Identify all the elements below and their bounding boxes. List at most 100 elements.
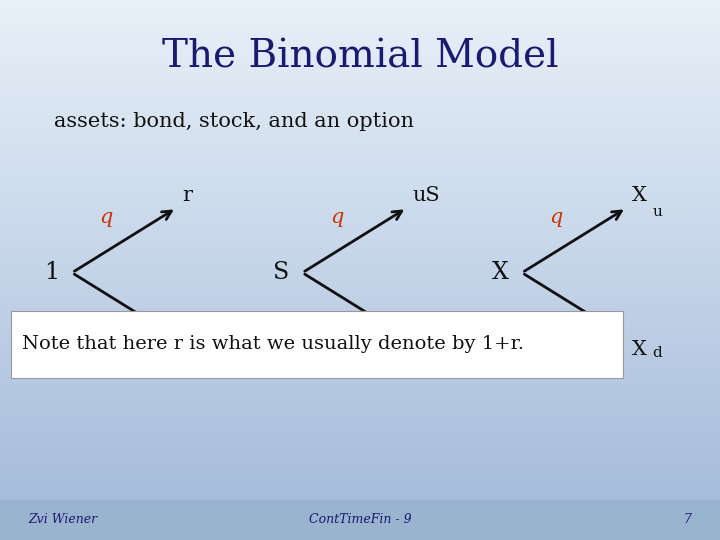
Bar [0,405,720,407]
Bar [0,16,720,18]
Bar [0,535,720,536]
Bar [0,268,720,270]
Bar [0,275,720,277]
Bar [0,315,720,317]
Bar [0,423,720,425]
Bar [0,191,720,193]
Bar [0,290,720,292]
Bar [0,160,720,162]
Bar [0,69,720,70]
Bar [0,474,720,475]
Bar [0,335,720,336]
Bar [0,331,720,333]
Bar [0,293,720,295]
Bar [0,187,720,189]
Bar [0,533,720,535]
Bar [0,329,720,331]
Text: S: S [273,261,289,284]
Bar [0,400,720,401]
Bar [0,528,720,529]
Bar [0,518,720,520]
Bar [0,322,720,324]
Bar [0,245,720,247]
Bar [0,86,720,88]
Text: ContTimeFin - 9: ContTimeFin - 9 [309,513,411,526]
Bar [0,448,720,450]
Bar [0,394,720,396]
Bar [0,407,720,409]
Bar [0,162,720,164]
Bar [0,493,720,495]
Bar [0,355,720,356]
Bar [0,158,720,160]
Bar [0,270,720,272]
Bar [0,255,720,258]
Bar [0,312,720,313]
Bar [0,439,720,441]
Bar [0,378,720,380]
Bar [0,466,720,468]
Bar [0,113,720,115]
Text: X: X [492,261,509,284]
Text: dS: dS [413,340,440,359]
Bar [0,137,720,139]
Bar [0,430,720,432]
Bar [0,346,720,347]
Bar [0,389,720,390]
Bar [0,425,720,427]
Bar [0,410,720,412]
Bar [0,459,720,461]
Text: assets: bond, stock, and an option: assets: bond, stock, and an option [54,112,414,131]
Bar [0,344,720,346]
Bar [0,18,720,20]
Text: q: q [330,208,343,227]
Bar [0,509,720,511]
Bar [0,455,720,457]
Bar [0,495,720,497]
Bar [0,506,720,508]
Bar [0,324,720,326]
Bar [0,295,720,297]
Bar [0,9,720,11]
Bar [0,434,720,436]
Bar [0,12,720,15]
Bar [0,247,720,248]
Bar [0,47,720,49]
Bar [0,282,720,285]
Bar [0,131,720,133]
Text: q: q [549,208,563,227]
Bar [0,488,720,490]
Bar [0,342,720,344]
Bar [0,481,720,482]
Bar [0,232,720,234]
Bar [0,79,720,81]
Bar [0,58,720,59]
Bar [0,211,720,212]
Bar [0,490,720,491]
Bar [0,66,720,69]
Bar [0,223,720,225]
Bar [0,441,720,443]
Bar [0,81,720,83]
Bar [0,110,720,112]
Bar [0,362,720,363]
Text: r: r [182,340,192,359]
Bar [0,96,720,97]
Bar [0,236,720,238]
Bar [0,421,720,423]
Bar [0,228,720,231]
Bar [0,328,720,329]
Bar [0,243,720,245]
Bar [0,36,720,38]
Bar [0,412,720,414]
Bar [0,358,720,360]
Text: Note that here r is what we usually denote by 1+r.: Note that here r is what we usually deno… [22,335,523,353]
Bar [0,177,720,178]
Bar [0,212,720,214]
Bar [0,254,720,255]
Bar [0,241,720,243]
Bar [0,248,720,250]
Bar [0,157,720,158]
Bar [0,288,720,290]
Bar [0,63,720,65]
